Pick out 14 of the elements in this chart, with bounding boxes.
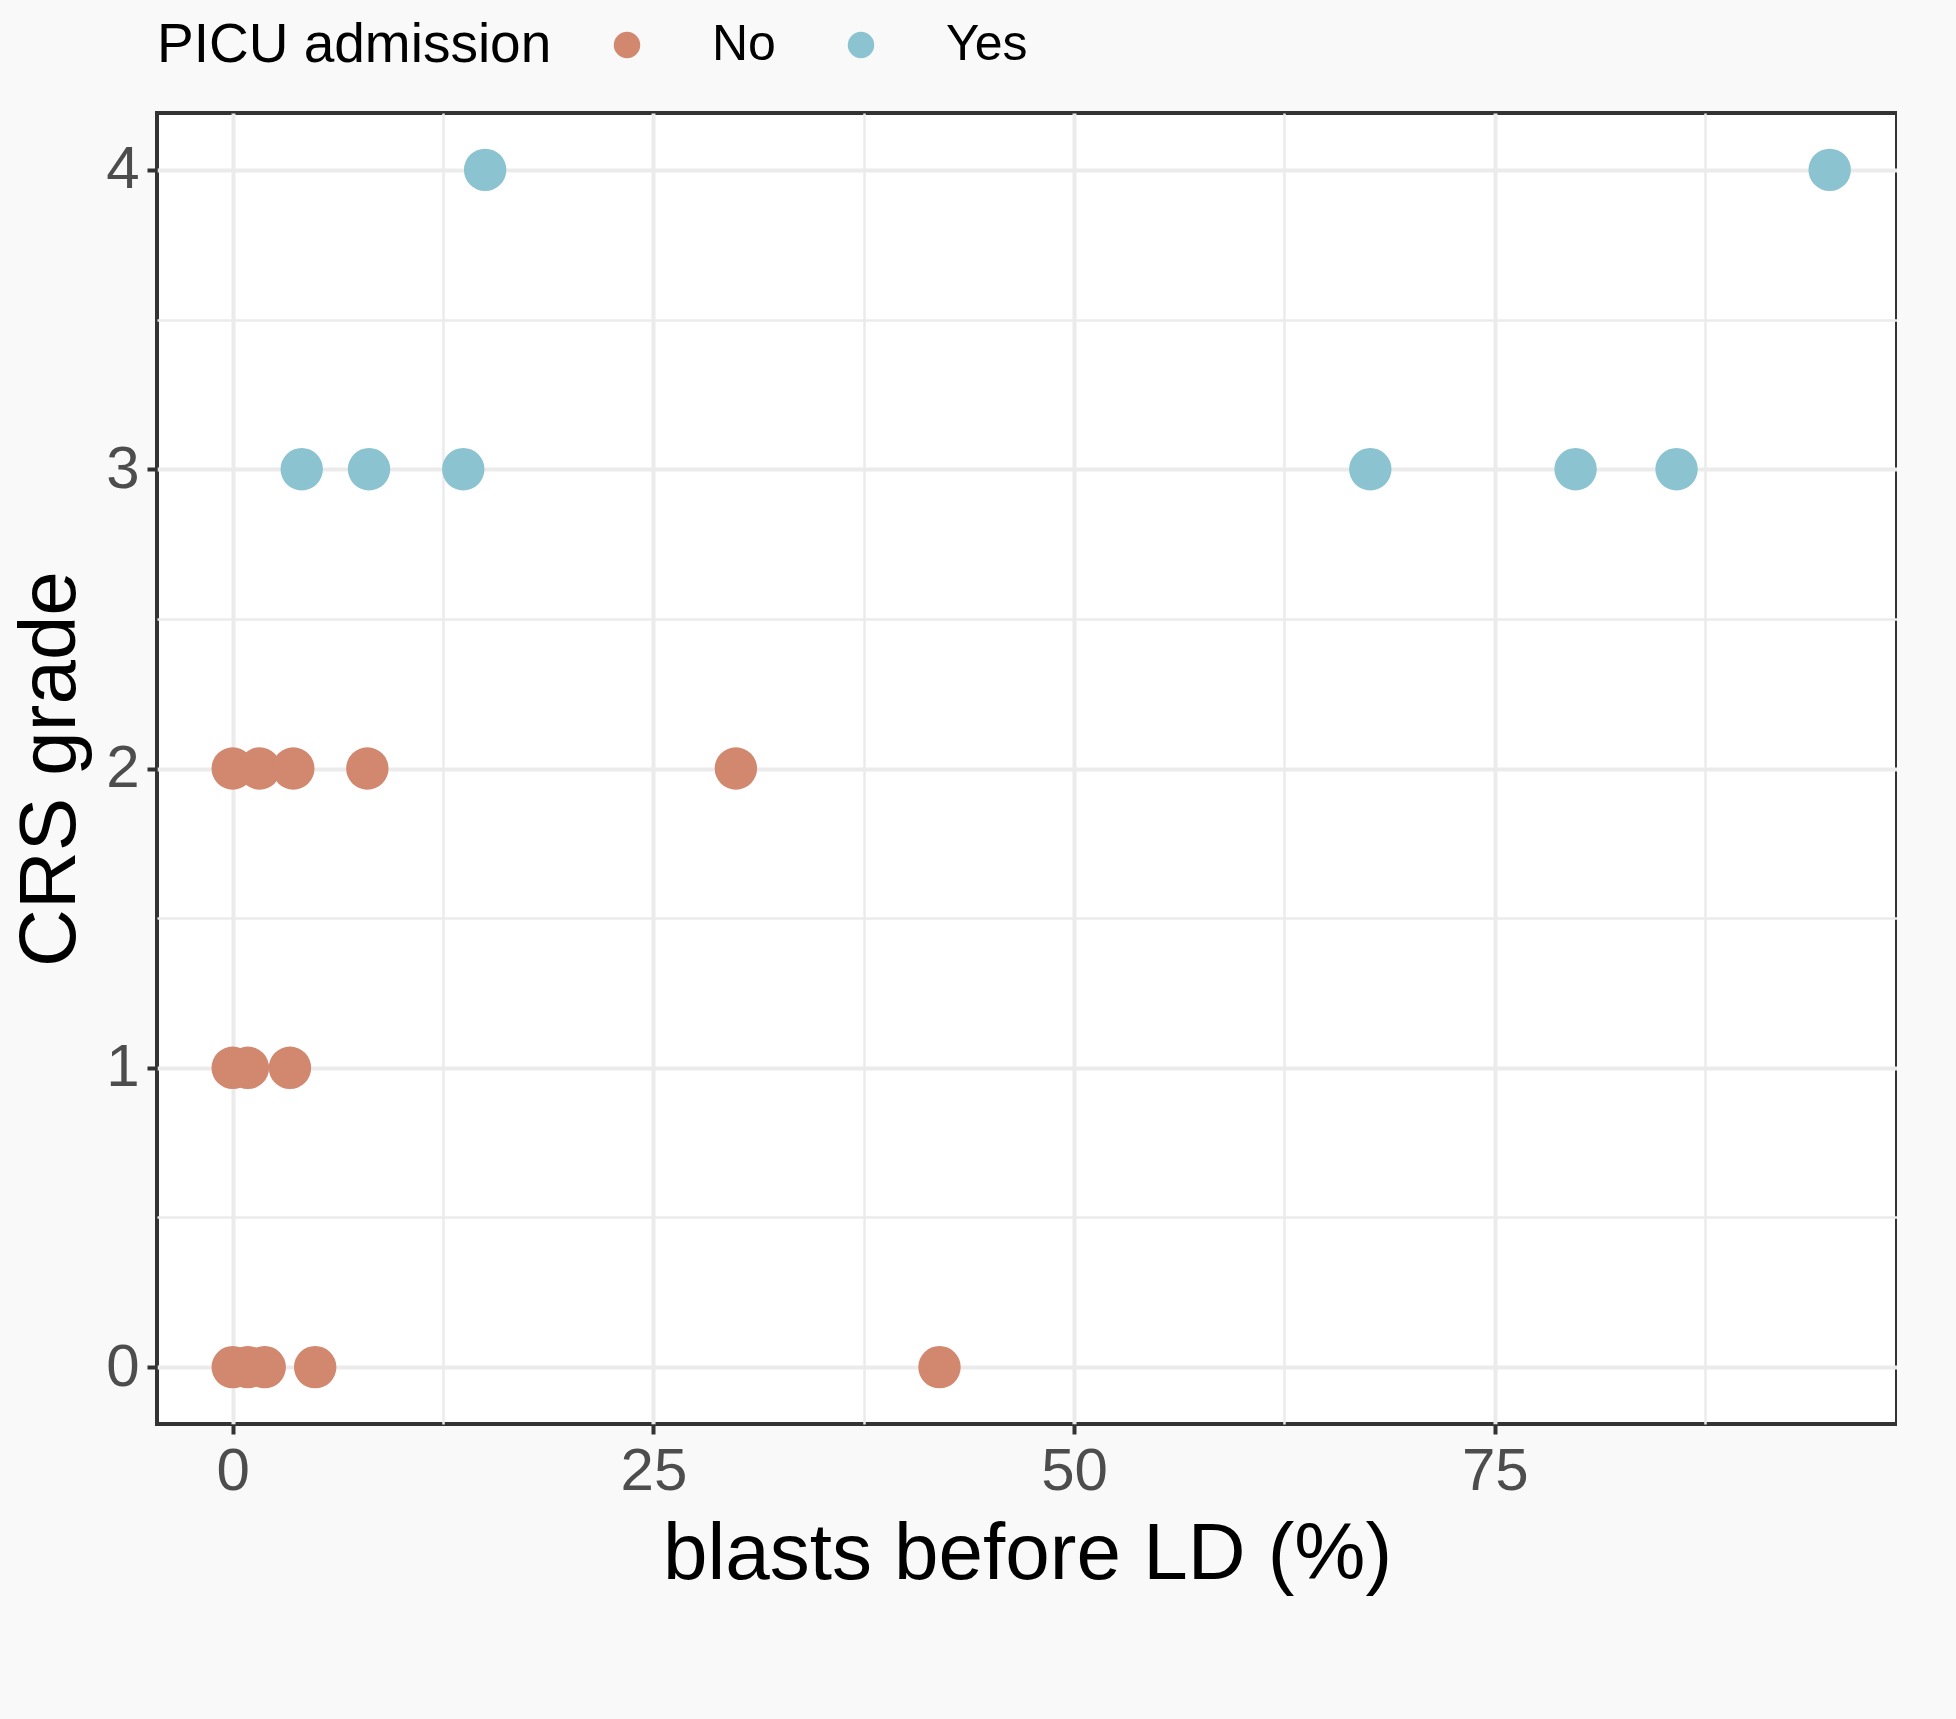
y-tick-label: 4: [106, 134, 140, 202]
x-axis-title: blasts before LD (%): [662, 1506, 1393, 1596]
y-tick-label: 1: [106, 1032, 140, 1100]
x-tick-label: 0: [216, 1435, 250, 1503]
y-tick-label: 2: [106, 733, 140, 800]
legend-label: No: [712, 15, 776, 71]
legend-label: Yes: [946, 15, 1028, 71]
y-tick-label: 0: [106, 1331, 140, 1399]
legend-title: PICU admission: [157, 12, 552, 74]
x-tick-label: 50: [1041, 1435, 1108, 1503]
x-tick-label: 75: [1461, 1435, 1529, 1503]
x-tick-label: 25: [620, 1435, 688, 1503]
y-axis-title: CRS grade: [3, 571, 93, 967]
y-tick-label: 3: [106, 433, 140, 501]
